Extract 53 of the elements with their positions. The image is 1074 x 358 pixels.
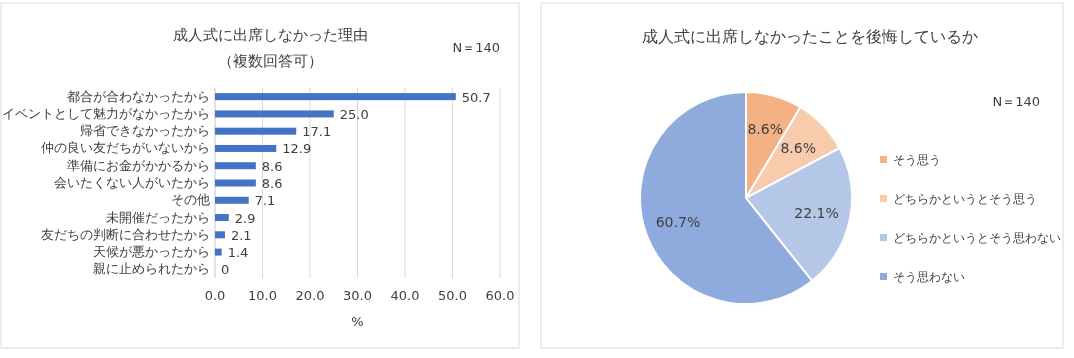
data-label: 8.6 [261,176,283,191]
y-tick-label: 親に止められたから [93,261,210,277]
text: N＝140 [992,94,1040,109]
data-label: 22.1% [794,204,839,221]
y-tick-label: その他 [171,192,210,208]
bar [215,93,456,101]
chart-title: 成人式に出席しなかったことを後悔しているか [642,27,978,46]
y-tick-label: 未開催だったから [106,209,210,225]
chart-subtitle: （複数回答可） [217,52,323,70]
x-axis-title: % [351,314,364,329]
legend-label: どちらかというとそう思う [893,192,1037,206]
data-label: 12.9 [282,141,312,157]
bar [215,144,277,152]
data-label: 2.1 [230,227,252,243]
y-tick-label: 準備にお金がかかるから [67,157,210,173]
bar [215,214,229,222]
bar [215,162,256,170]
data-label: 17.1 [302,124,332,140]
bar [215,110,334,118]
x-tick-label: 40.0 [390,288,420,303]
data-label: 8.6% [747,120,784,137]
text: N＝140 [452,40,500,55]
x-tick-label: 60.0 [485,288,515,303]
legend-label: そう思う [893,153,941,167]
y-tick-label: 仲の良い友だちがいないから [41,140,210,156]
data-label: 7.1 [254,193,276,209]
x-tick-label: 30.0 [343,288,372,303]
x-tick-label: 0.0 [204,288,226,303]
data-label: 2.9 [234,210,256,226]
x-tick-label: 50.0 [438,288,467,303]
data-label: 0 [221,262,230,278]
data-label: 25.0 [339,106,369,122]
data-label: 60.7% [655,213,701,230]
legend-label: どちらかというとそう思わない [893,231,1061,245]
y-tick-label: 都合が合わなかったから [67,88,210,104]
y-tick-label: 友だちの判断に合わせたから [41,226,210,242]
data-label: 8.6 [261,158,283,174]
y-tick-label: 帰省できなかったから [80,123,210,139]
bar [215,196,249,204]
x-tick-label: 10.0 [248,288,277,303]
data-label: 1.4 [227,245,249,261]
bar [215,127,297,135]
bar [215,248,222,256]
y-tick-label: 会いたくない人がいたから [54,175,210,190]
chart-title: 成人式に出席しなかった理由 [172,26,368,44]
data-label: 50.7 [461,89,491,105]
x-tick-label: 20.0 [295,288,325,303]
data-label: 8.6% [780,140,817,157]
bar [215,231,225,239]
legend-label: そう思わない [893,270,965,284]
y-tick-label: イベントとして魅力がなかったから [2,105,210,121]
y-tick-label: 天候が悪かったから [93,244,210,260]
bar [215,179,256,187]
